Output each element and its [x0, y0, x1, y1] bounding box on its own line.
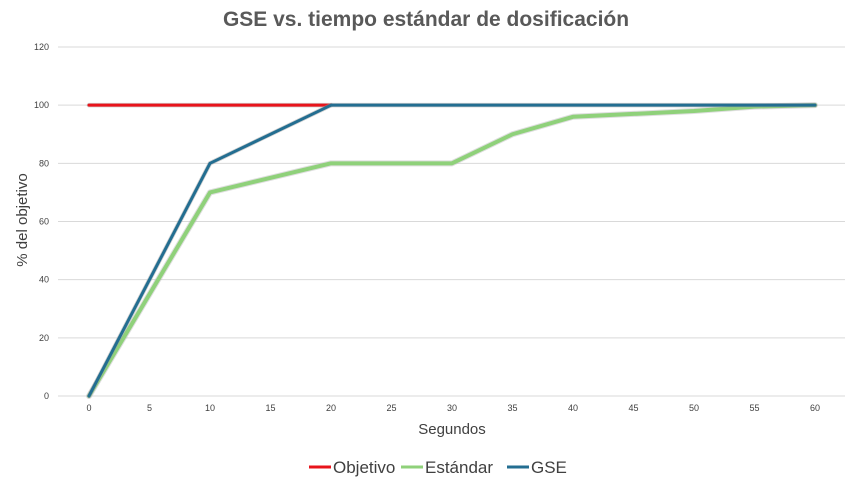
- legend-label: Estándar: [425, 458, 493, 477]
- x-tick-label: 10: [205, 403, 215, 413]
- legend-label: GSE: [531, 458, 567, 477]
- x-tick-label: 5: [147, 403, 152, 413]
- x-axis-label: Segundos: [418, 421, 486, 438]
- y-axis-ticks: 0 20 40 60 80 100 120: [34, 42, 49, 401]
- series-line: [87, 103, 817, 398]
- legend-item-estándar: Estándar: [401, 458, 493, 477]
- legend-label: Objetivo: [333, 458, 395, 477]
- x-tick-label: 30: [447, 403, 457, 413]
- legend: Objetivo Estándar GSE: [309, 458, 567, 477]
- x-tick-label: 0: [86, 403, 91, 413]
- gridlines: [58, 46, 845, 397]
- legend-item-objetivo: Objetivo: [309, 458, 395, 477]
- x-tick-label: 45: [628, 403, 638, 413]
- series-line-shadow: [86, 102, 818, 399]
- y-tick-label: 80: [39, 158, 49, 168]
- series-line: [87, 103, 817, 398]
- x-tick-label: 55: [749, 403, 759, 413]
- y-axis-label: % del objetivo: [14, 173, 31, 266]
- y-tick-label: 20: [39, 333, 49, 343]
- x-tick-label: 40: [568, 403, 578, 413]
- x-tick-label: 20: [326, 403, 336, 413]
- series-lines: [86, 102, 818, 399]
- chart-title: GSE vs. tiempo estándar de dosificación: [223, 8, 629, 31]
- series-line-shadow: [86, 102, 818, 399]
- x-axis-ticks: 0 5 10 15 20 25 30 35 40 45 50 55 60: [86, 403, 820, 413]
- x-tick-label: 60: [810, 403, 820, 413]
- legend-item-gse: GSE: [507, 458, 567, 477]
- y-tick-label: 40: [39, 275, 49, 285]
- y-tick-label: 120: [34, 42, 49, 52]
- x-tick-label: 15: [265, 403, 275, 413]
- y-tick-label: 100: [34, 100, 49, 110]
- y-tick-label: 0: [44, 391, 49, 401]
- x-tick-label: 25: [386, 403, 396, 413]
- y-tick-label: 60: [39, 217, 49, 227]
- series-gse: [86, 102, 818, 399]
- x-tick-label: 50: [689, 403, 699, 413]
- series-estándar: [86, 102, 818, 399]
- x-tick-label: 35: [507, 403, 517, 413]
